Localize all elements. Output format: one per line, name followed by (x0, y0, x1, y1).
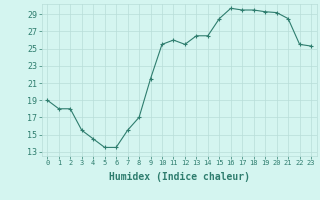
X-axis label: Humidex (Indice chaleur): Humidex (Indice chaleur) (109, 172, 250, 182)
